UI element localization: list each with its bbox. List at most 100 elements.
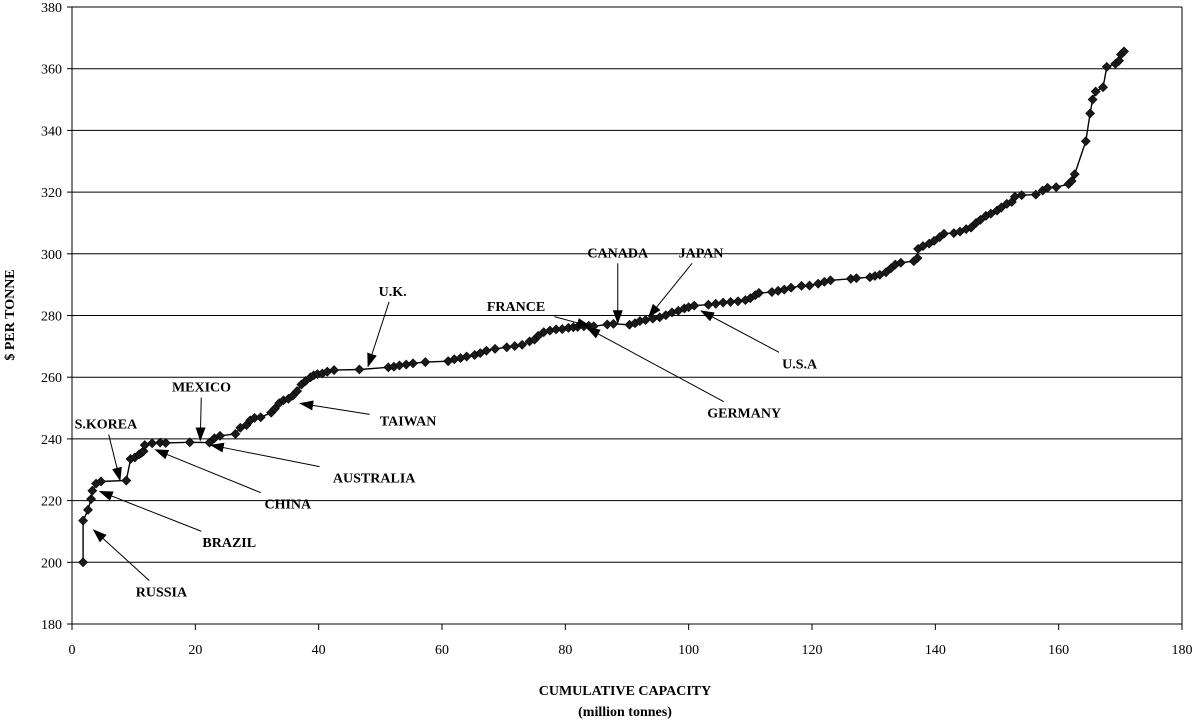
data-point-diamond [1080, 136, 1091, 147]
data-point-diamond [517, 339, 528, 350]
x-tick-label: 60 [435, 643, 449, 658]
annotation-arrow [367, 301, 390, 368]
x-tick-label: 180 [1172, 643, 1193, 658]
annotation-label: JAPAN [679, 246, 724, 261]
data-point-diamond [160, 437, 171, 448]
y-tick-label: 300 [41, 248, 62, 263]
data-point-diamond [912, 253, 923, 264]
data-point-diamond [786, 282, 796, 293]
annotation-germany: GERMANY [586, 327, 781, 422]
data-point-diamond [1051, 182, 1062, 193]
data-point-diamond [1090, 86, 1101, 97]
data-point-diamond [230, 429, 241, 439]
annotation-label: AUSTRALIA [333, 471, 416, 486]
annotation-arrow [647, 262, 693, 318]
y-tick-label: 220 [41, 495, 62, 510]
annotation-france: FRANCE [487, 300, 591, 328]
data-point-diamond [1016, 190, 1027, 201]
y-tick-label: 280 [41, 310, 62, 325]
annotation-label: S.KOREA [75, 417, 139, 432]
annotation-label: MEXICO [172, 380, 231, 395]
data-point-diamond [825, 275, 836, 286]
annotation-arrow [586, 327, 725, 403]
x-tick-label: 140 [925, 643, 946, 658]
data-point-diamond [1042, 182, 1053, 193]
x-tick-label: 40 [312, 643, 326, 658]
data-point-diamond [689, 300, 700, 311]
data-point-diamond [461, 351, 472, 362]
x-tick-label: 120 [802, 643, 823, 658]
annotation-taiwan: TAIWAN [299, 400, 437, 429]
annotation-arrow [195, 397, 206, 442]
y-tick-label: 360 [41, 63, 62, 78]
data-point-diamond [796, 280, 807, 291]
annotation-label: CHINA [264, 498, 312, 513]
axes: 180 200 220 240 260 280 300 320 340 360 380 0 20 40 60… [41, 1, 1193, 658]
annotation-canada: CANADA [587, 246, 649, 325]
data-point-diamond [329, 365, 340, 376]
y-tick-label: 180 [41, 618, 62, 633]
annotation-label: FRANCE [487, 300, 545, 315]
data-point-diamond [138, 446, 149, 457]
data-point-diamond [509, 341, 520, 351]
data-point-diamond [851, 273, 862, 284]
data-point-diamond [939, 228, 949, 239]
data-point-diamond [96, 476, 106, 487]
x-tick-label: 160 [1048, 643, 1069, 658]
data-point-diamond [490, 343, 500, 354]
data-point-diamond [481, 345, 492, 356]
annotation-mexico: MEXICO [172, 380, 231, 442]
data-point-diamond [975, 214, 986, 225]
x-axis-title: CUMULATIVE CAPACITY [539, 684, 712, 699]
data-point-diamond [1119, 46, 1129, 57]
data-point-diamond [354, 364, 365, 375]
data-point-diamond [703, 299, 714, 310]
data-point-diamond [83, 504, 93, 515]
data-point-diamond [121, 475, 132, 486]
annotation-label: TAIWAN [380, 414, 437, 429]
annotation-arrow [154, 449, 262, 494]
y-tick-label: 380 [41, 1, 62, 16]
data-point-diamond [1066, 176, 1077, 186]
annotation-arrow [108, 434, 122, 482]
data-point-diamond [78, 557, 89, 568]
data-point-diamond [255, 412, 266, 423]
y-axis-title: $ PER TONNE [3, 269, 18, 360]
x-tick-label: 100 [678, 643, 699, 658]
data-point-diamond [184, 437, 195, 448]
annotations: RUSSIA BRAZIL S.KOREA CHINA AUSTRALIA MEXICO T… [75, 246, 818, 600]
y-tick-label: 340 [41, 124, 62, 139]
data-point-diamond [501, 342, 512, 353]
annotation-arrow [92, 529, 150, 581]
annotation-arrow [98, 490, 202, 532]
x-axis-subtitle: (million tonnes) [578, 705, 672, 720]
series-line [82, 50, 1125, 563]
annotation-arrow [209, 442, 320, 468]
annotation-arrow [554, 316, 591, 328]
data-point-diamond [86, 494, 97, 504]
data-point-diamond [754, 288, 764, 298]
annotation-japan: JAPAN [647, 246, 724, 318]
annotation-label: RUSSIA [136, 586, 188, 601]
y-tick-label: 260 [41, 371, 62, 386]
annotation-label: CANADA [587, 246, 649, 261]
annotation-russia: RUSSIA [92, 529, 188, 601]
data-point-diamond [215, 430, 225, 441]
annotation-u-k-: U.K. [367, 285, 407, 368]
data-point-diamond [1085, 108, 1096, 119]
y-tick-label: 240 [41, 433, 62, 448]
annotation-label: BRAZIL [202, 536, 256, 551]
x-tick-label: 20 [188, 643, 202, 658]
data-point-diamond [1101, 61, 1112, 72]
annotation-arrow [299, 400, 370, 415]
data-point-diamond [725, 297, 736, 307]
data-point-diamond [733, 296, 743, 307]
data-point-diamond [292, 386, 303, 397]
x-tick-label: 0 [69, 643, 76, 658]
data-point-diamond [1087, 94, 1098, 105]
data-point-diamond [966, 222, 977, 233]
annotation-u-s-a: U.S.A [700, 310, 818, 372]
data-point-diamond [87, 485, 98, 496]
